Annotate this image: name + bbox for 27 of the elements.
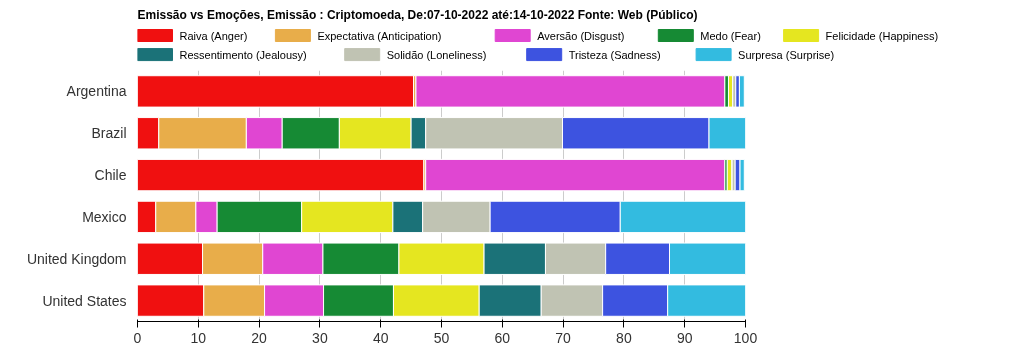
legend-label: Raiva (Anger) [179, 29, 248, 42]
legend-label: Solidão (Loneliness) [386, 48, 487, 61]
x-tick-label: 70 [555, 329, 572, 346]
legend-label: Aversão (Disgust) [537, 29, 625, 42]
x-tick-label: 100 [733, 329, 758, 346]
x-tick-label: 80 [616, 329, 632, 346]
x-tick-label: 60 [494, 329, 511, 346]
legend-label: Medo (Fear) [700, 29, 761, 42]
y-tick-label: Mexico [82, 208, 127, 225]
legend-label: Felicidade (Happiness) [825, 29, 939, 42]
legend-label: Expectativa (Anticipation) [317, 29, 442, 42]
legend-label: Tristeza (Sadness) [568, 48, 661, 61]
legend-label: Surpresa (Surprise) [738, 48, 835, 61]
x-tick-label: 40 [372, 329, 389, 346]
x-tick-label: 20 [251, 329, 268, 346]
x-tick-label: 50 [433, 329, 450, 346]
x-tick-label: 0 [133, 329, 142, 346]
y-tick-label: Argentina [66, 83, 127, 100]
legend-label: Ressentimento (Jealousy) [179, 48, 307, 61]
x-tick-label: 90 [676, 329, 693, 346]
x-tick-label: 30 [312, 329, 328, 346]
y-tick-label: Chile [94, 167, 127, 184]
y-tick-label: United States [42, 292, 127, 309]
y-tick-label: United Kingdom [26, 250, 127, 267]
x-tick-label: 10 [190, 329, 207, 346]
chart-title: Emissão vs Emoções, Emissão : Criptomoeda, De:07-10-2022 até:14-10-2022 Fonte: Web (Público) [137, 7, 698, 22]
y-tick-label: Brazil [91, 125, 127, 142]
